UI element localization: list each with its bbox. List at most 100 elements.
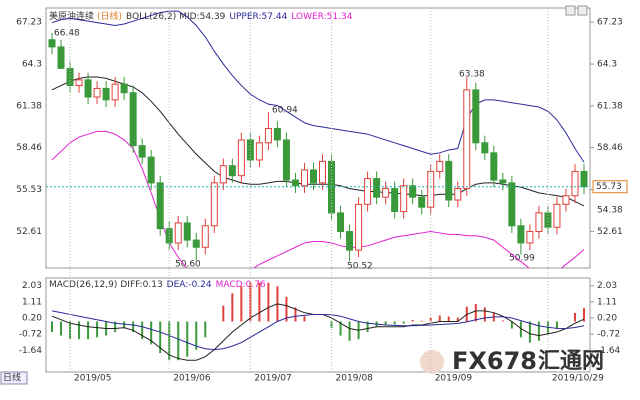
candle-body <box>138 145 146 158</box>
candle-body <box>436 160 444 172</box>
band-line <box>51 76 585 207</box>
macd-bar <box>195 321 198 350</box>
band-line <box>51 10 585 163</box>
macd-bar <box>447 316 450 322</box>
candle-body <box>255 142 263 161</box>
period-button[interactable] <box>0 371 28 385</box>
candle-body <box>337 212 345 233</box>
macd-bar <box>393 321 396 325</box>
candle-body <box>300 169 308 187</box>
candle-body <box>156 182 164 230</box>
icon[interactable] <box>565 5 576 16</box>
candle-body <box>517 225 525 244</box>
candle-body <box>382 188 390 198</box>
candle-body <box>535 212 543 233</box>
macd-bar <box>501 320 504 322</box>
x-tick-label: 2019/10/29 <box>552 374 604 384</box>
candle-body <box>400 185 408 212</box>
candle-body <box>183 222 191 241</box>
macd-bar <box>330 321 333 328</box>
macd-bar <box>87 321 90 340</box>
candle-body <box>75 79 83 87</box>
candle-body <box>526 231 534 244</box>
candle-body <box>445 160 453 201</box>
macd-panel <box>45 277 591 373</box>
candle-body <box>201 225 209 248</box>
watermark-logo <box>420 350 444 374</box>
candle-body <box>364 178 372 205</box>
macd-bar <box>78 321 81 340</box>
candle-body <box>508 182 516 227</box>
candle-body <box>174 222 182 244</box>
candle-body <box>48 39 56 48</box>
y-tick-label: 58.46 <box>597 143 623 153</box>
y-tick-label: 52.61 <box>16 227 42 237</box>
y-tick-label: 52.61 <box>597 227 623 237</box>
diff-label: DIFF:0.13 <box>120 280 162 290</box>
main-plot <box>48 10 588 268</box>
macd-bar <box>60 321 63 336</box>
annotation: 50.99 <box>509 254 535 264</box>
candle-body <box>129 92 137 147</box>
candle-body <box>319 160 327 184</box>
candle-body <box>309 169 317 184</box>
macd-bar <box>339 321 342 336</box>
macd-title: MACD(26,12,9) <box>49 280 117 290</box>
x-tick-label: 2019/06 <box>173 374 211 384</box>
macd-bar <box>294 307 297 322</box>
macd-bar <box>474 303 477 322</box>
macd-bar <box>528 321 531 343</box>
macd-bar <box>546 321 549 335</box>
macd-bar <box>231 293 234 322</box>
macd-bar <box>267 282 270 322</box>
macd-bar <box>285 296 288 322</box>
y-tick-label: 1.11 <box>22 297 42 307</box>
last-price-label: 55.73 <box>596 182 622 192</box>
annotation: 50.52 <box>347 262 373 272</box>
y-tick-label: -0.72 <box>19 330 42 340</box>
macd-bar <box>240 286 243 322</box>
annotation: 63.38 <box>459 70 485 80</box>
candle-body <box>228 165 236 177</box>
macd-bar <box>159 321 162 354</box>
y-tick-label: 67.23 <box>597 18 623 28</box>
y-tick-label: 64.3 <box>597 60 617 70</box>
macd-bar <box>51 321 53 333</box>
macd-bar <box>411 320 414 322</box>
macd-line <box>51 310 585 351</box>
candle-body <box>282 139 290 181</box>
y-tick-label: 0.20 <box>22 313 42 323</box>
candle-body <box>147 156 155 184</box>
y-tick-label: 64.3 <box>22 60 42 70</box>
candle-body <box>346 231 354 251</box>
macd-bar <box>96 321 99 338</box>
macd-bar <box>537 321 540 341</box>
candle-body <box>273 127 281 141</box>
macd-bar <box>123 321 126 329</box>
candle-body <box>454 188 462 201</box>
macd-bar <box>420 320 423 322</box>
candle-body <box>463 89 471 190</box>
watermark: FX678 <box>452 347 537 375</box>
macd-bar <box>69 321 72 340</box>
indicator: BOLL(26,2) <box>126 12 176 22</box>
lower-label: LOWER:51.34 <box>291 12 352 22</box>
x-tick-label: 2019/09 <box>435 374 473 384</box>
candle-body <box>57 46 65 69</box>
main-panel <box>45 7 591 269</box>
y-tick-label: 67.23 <box>16 18 42 28</box>
mid-label: MID:54.39 <box>179 12 225 22</box>
macd-bar <box>141 321 144 340</box>
candle-body <box>210 182 218 227</box>
macd-bar <box>177 321 180 361</box>
y-tick-label: -1.64 <box>597 346 621 356</box>
candle-body <box>192 239 200 248</box>
y-tick-label: 55.53 <box>16 185 42 195</box>
candle-body <box>93 87 101 98</box>
macd-bar <box>132 321 135 333</box>
icon[interactable] <box>577 5 588 16</box>
y-tick-label: 58.46 <box>16 143 42 153</box>
annotation: 50.60 <box>175 260 201 270</box>
macd-bar <box>519 321 522 338</box>
